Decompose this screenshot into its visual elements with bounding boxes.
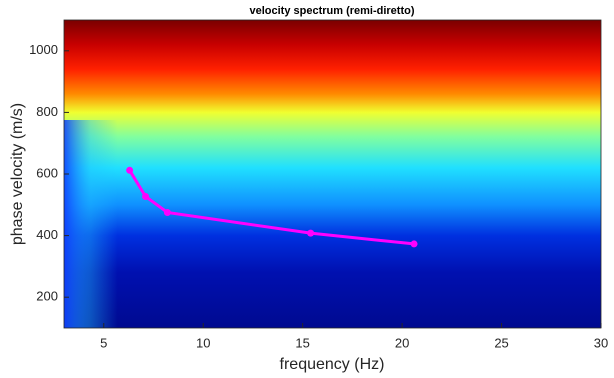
series-point (163, 209, 171, 216)
x-tick-label: 30 (594, 335, 608, 350)
x-axis-label: frequency (Hz) (280, 356, 385, 373)
y-tick-label: 800 (36, 104, 58, 119)
series-point (142, 192, 150, 200)
y-tick-label: 1000 (29, 42, 58, 57)
x-tick-label: 15 (295, 335, 309, 350)
y-axis-label: phase velocity (m/s) (9, 103, 26, 245)
series-point (126, 166, 134, 174)
x-tick-label: 5 (100, 335, 107, 350)
y-tick-label: 200 (36, 289, 58, 304)
chart-title: velocity spectrum (remi-diretto) (249, 5, 414, 17)
spectrum-shade (64, 120, 601, 328)
y-tick-label: 600 (36, 165, 58, 180)
series-point (410, 240, 418, 248)
y-tick-label: 400 (36, 227, 58, 242)
x-tick-label: 10 (196, 335, 210, 350)
series-point (307, 229, 315, 237)
x-tick-label: 20 (395, 335, 409, 350)
x-tick-label: 25 (494, 335, 508, 350)
